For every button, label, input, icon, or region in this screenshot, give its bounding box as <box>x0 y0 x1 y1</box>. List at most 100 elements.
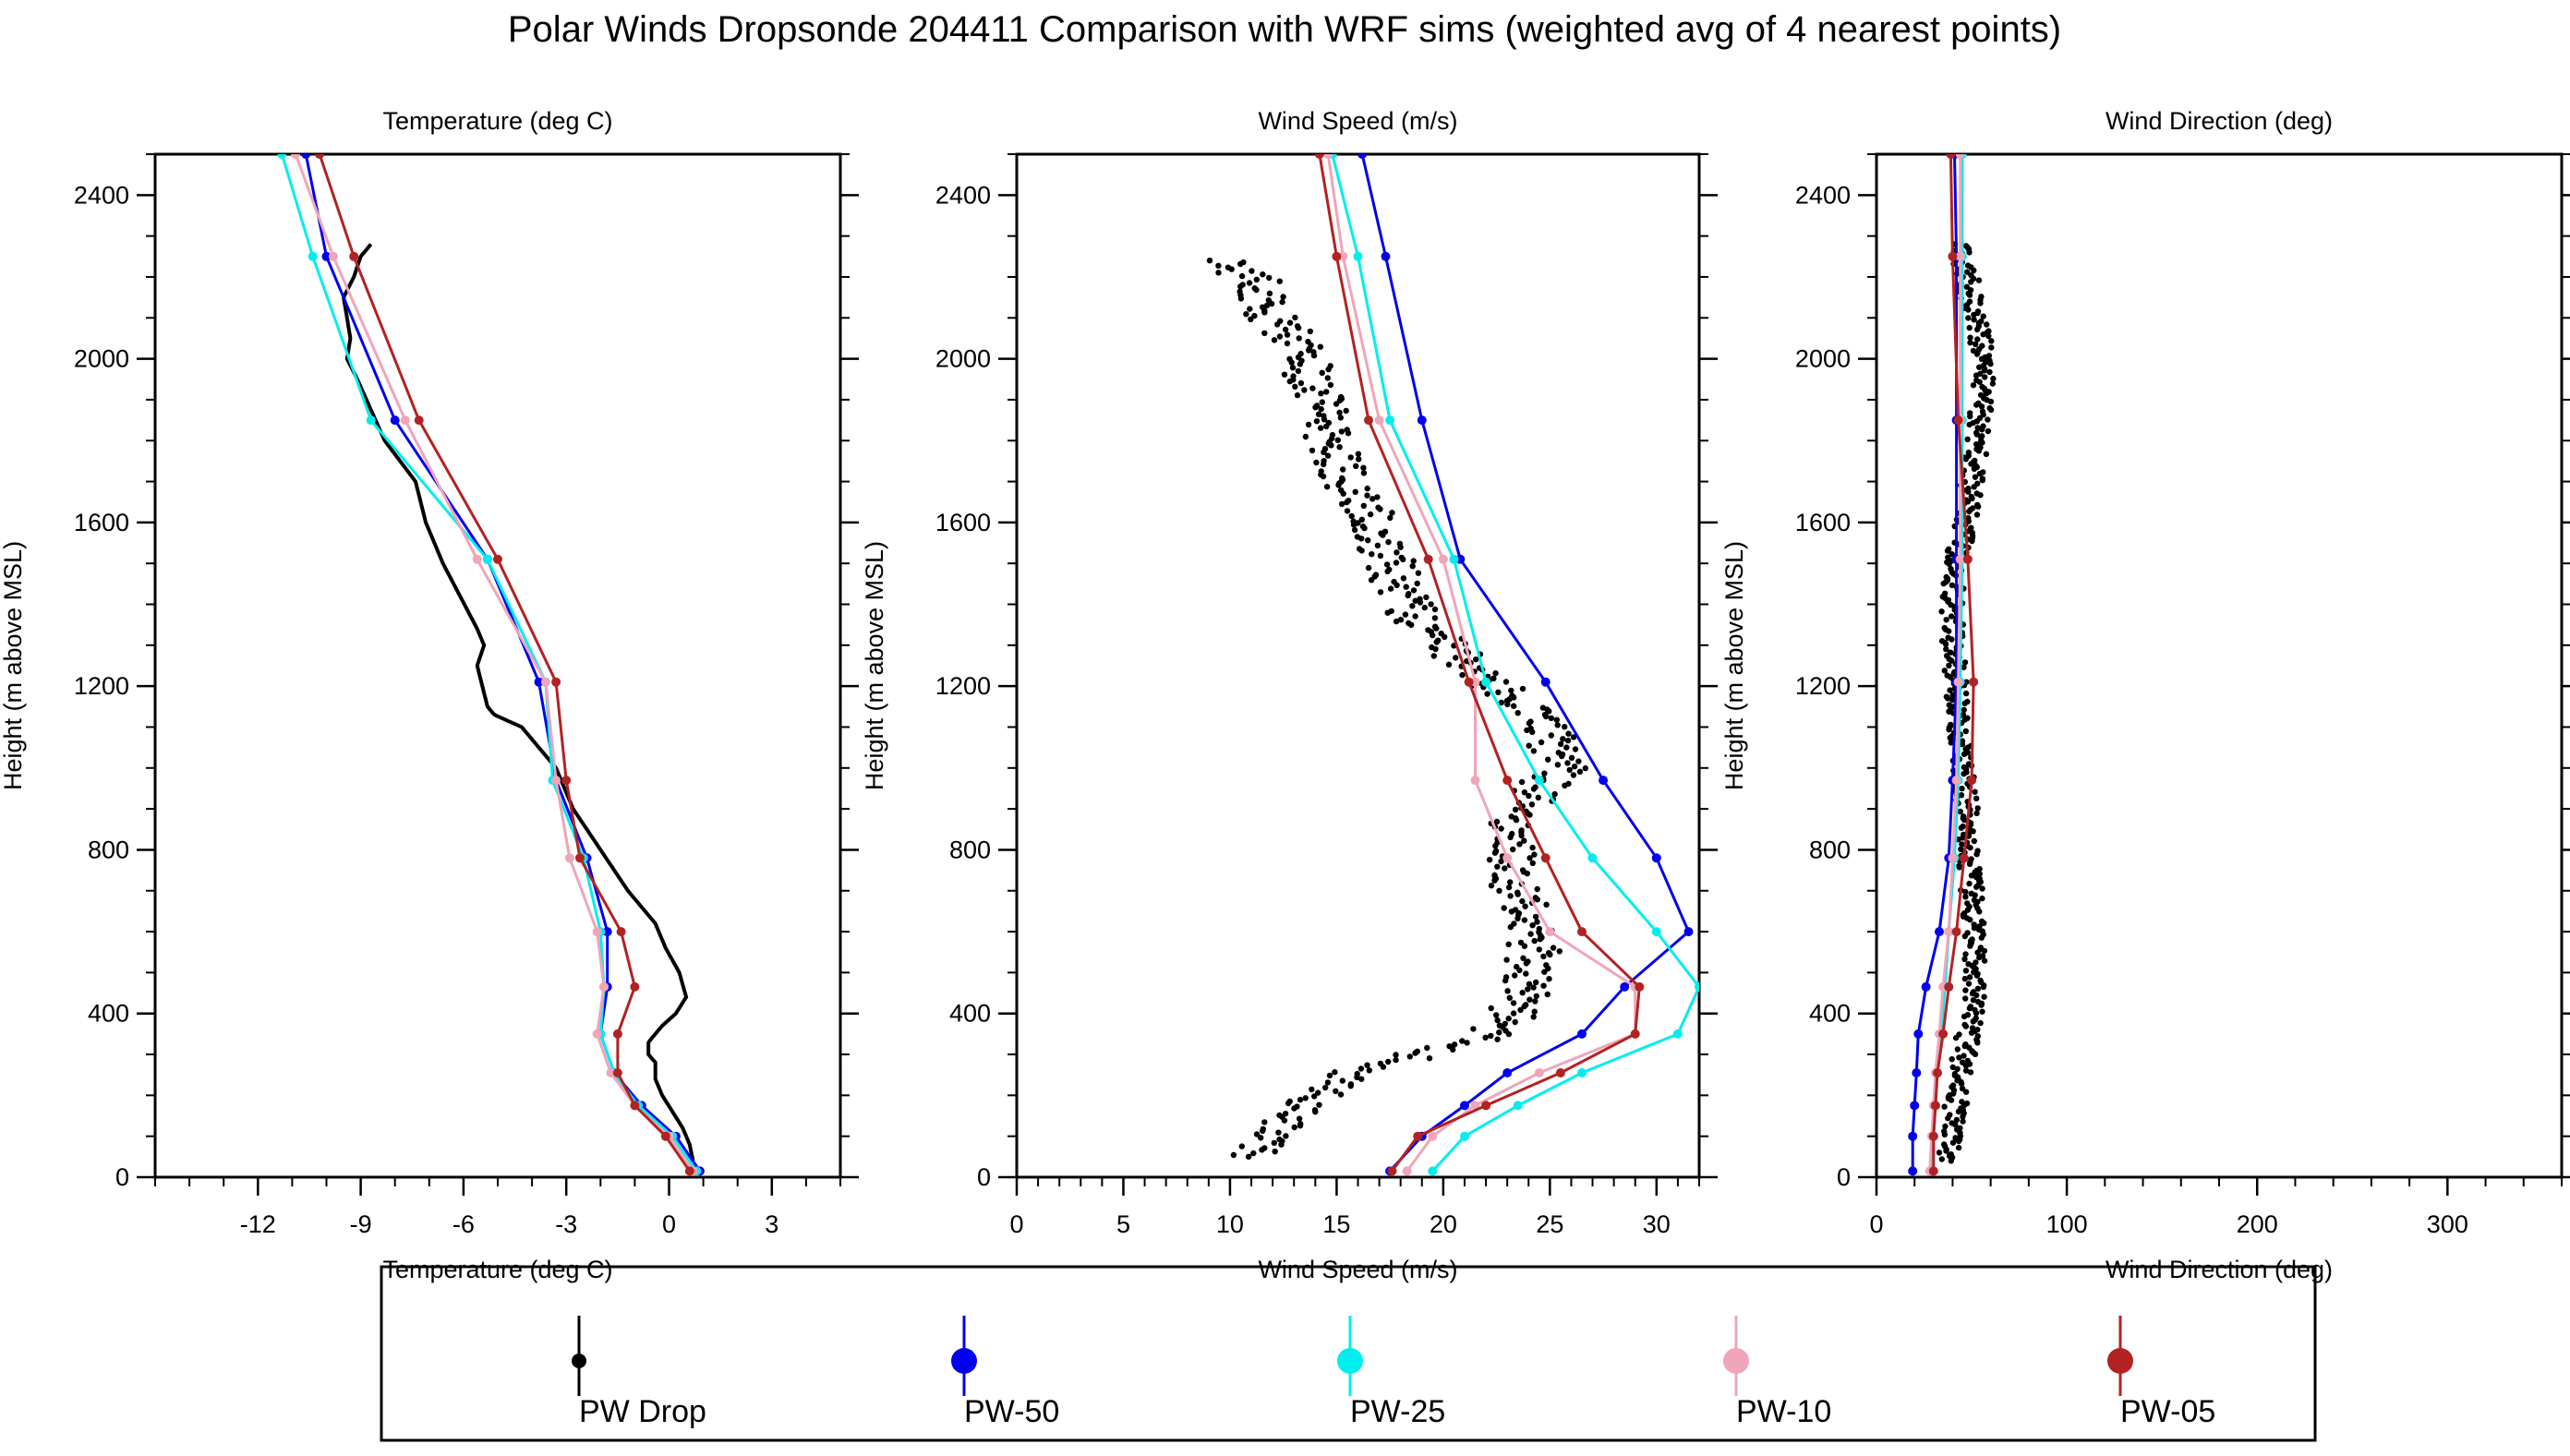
pw-drop-point <box>1470 1026 1477 1032</box>
pw-drop-point <box>1961 764 1968 771</box>
pw-drop-point <box>1970 382 1977 389</box>
pw-drop-point <box>1367 511 1374 518</box>
pw-drop-point <box>1393 1052 1399 1058</box>
pw-drop-point <box>1294 323 1301 330</box>
pw-drop-point <box>1560 736 1566 742</box>
pw-drop-point <box>1393 1056 1399 1064</box>
series-marker <box>321 251 332 261</box>
series-line <box>1318 154 1641 1173</box>
pw-drop-point <box>1355 520 1361 526</box>
pw-drop-point <box>1978 294 1985 300</box>
pw-drop-point <box>1505 941 1512 947</box>
pw-drop-point <box>1949 613 1955 620</box>
series-marker <box>1672 1029 1683 1039</box>
pw-drop-point <box>1327 363 1333 369</box>
pw-drop-point <box>1360 470 1368 476</box>
pw-drop-point <box>1473 656 1479 663</box>
series-marker <box>1967 776 1977 786</box>
pw-drop-point <box>1334 437 1342 443</box>
pw-drop-point <box>1948 649 1954 656</box>
pw-drop-point <box>1283 1133 1289 1139</box>
series-marker <box>1555 1068 1565 1077</box>
pw-drop-point <box>1973 959 1979 966</box>
pw-drop-point <box>1429 644 1435 651</box>
series-line <box>1331 154 1699 1173</box>
pw-drop-point <box>1941 1103 1948 1110</box>
pw-drop-point <box>1353 463 1359 469</box>
pw-drop-point <box>1966 324 1973 331</box>
pw-drop-point <box>1290 373 1297 379</box>
pw-drop-point <box>1260 271 1266 278</box>
pw-drop-point <box>1957 808 1963 815</box>
pw-drop-point <box>1492 670 1499 677</box>
pw-drop-point <box>1313 459 1320 466</box>
pw-drop-point <box>1325 419 1333 427</box>
pw-drop-point <box>1354 1070 1360 1077</box>
series-marker <box>328 251 338 261</box>
pw-drop-point <box>1526 792 1532 800</box>
pw-drop-point <box>1493 818 1501 825</box>
series-marker <box>1545 927 1555 937</box>
pw-drop-point <box>1952 1135 1959 1141</box>
pw-drop-point <box>1340 466 1346 473</box>
pw-drop-point <box>1496 1029 1502 1036</box>
pw-drop-point <box>1323 484 1331 490</box>
pw-drop-point <box>1962 951 1969 957</box>
pw-drop-point <box>1945 634 1951 641</box>
series-marker <box>1921 981 1931 992</box>
pw-drop-point <box>1962 995 1969 1002</box>
pw-drop-point <box>1276 333 1284 340</box>
pw-drop-point <box>1967 334 1973 341</box>
pw-drop-point <box>1970 989 1977 995</box>
pw-drop-point <box>1377 552 1384 560</box>
pw-drop-point <box>1541 770 1548 776</box>
pw-drop-point <box>1572 746 1579 752</box>
pw-drop-point <box>1263 302 1271 309</box>
pw-drop-point <box>1523 1002 1529 1008</box>
pw-drop-point <box>1949 1056 1955 1063</box>
series-pw-25 <box>277 154 702 1176</box>
pw-drop-point <box>1512 907 1519 913</box>
pw-drop-point <box>1977 391 1985 399</box>
pw-drop-point <box>1315 411 1322 417</box>
series-marker <box>1930 1101 1940 1111</box>
pw-drop-point <box>1519 897 1526 905</box>
pw-drop-point <box>1571 764 1578 770</box>
pw-drop-point <box>1253 1131 1261 1137</box>
series-marker <box>1502 776 1513 786</box>
pw-drop-point <box>1339 1077 1346 1084</box>
pw-drop-point <box>1307 328 1314 335</box>
pw-drop-point <box>1318 468 1324 475</box>
pw-drop-point <box>1397 617 1405 623</box>
pw-drop-point <box>1492 848 1500 854</box>
pw-drop-point <box>1970 347 1977 355</box>
pw-drop-point <box>1247 306 1253 312</box>
legend-marker <box>1723 1348 1749 1374</box>
x-tick-label: 3 <box>765 1210 778 1238</box>
pw-drop-point <box>1538 739 1545 746</box>
pw-drop-point <box>1337 393 1345 401</box>
pw-drop-point <box>1965 961 1972 968</box>
pw-drop-point <box>1530 748 1538 754</box>
pw-drop-point <box>1978 318 1985 325</box>
pw-drop-point <box>1386 566 1393 573</box>
pw-drop-point <box>1305 338 1311 345</box>
series-pw-05 <box>1314 154 1645 1176</box>
series-marker <box>1428 1166 1438 1176</box>
pw-drop-point <box>1527 931 1534 937</box>
pw-drop-point <box>1406 591 1412 597</box>
x-tick-label: -6 <box>452 1210 475 1238</box>
pw-drop-point <box>1484 691 1490 697</box>
pw-drop-point <box>1979 885 1985 892</box>
pw-drop-point <box>1949 1082 1957 1089</box>
pw-drop-point <box>1374 494 1381 500</box>
legend-item-pw-drop: PW Drop <box>572 1316 706 1429</box>
pw-drop-point <box>1946 702 1952 708</box>
pw-drop-point <box>1402 611 1409 618</box>
series-marker <box>1951 776 1961 786</box>
pw-drop-point <box>1225 264 1232 271</box>
pw-drop-point <box>1523 970 1529 977</box>
pw-drop-point <box>1976 865 1983 872</box>
pw-drop-point <box>1324 375 1332 381</box>
pw-drop-point <box>1317 343 1324 350</box>
